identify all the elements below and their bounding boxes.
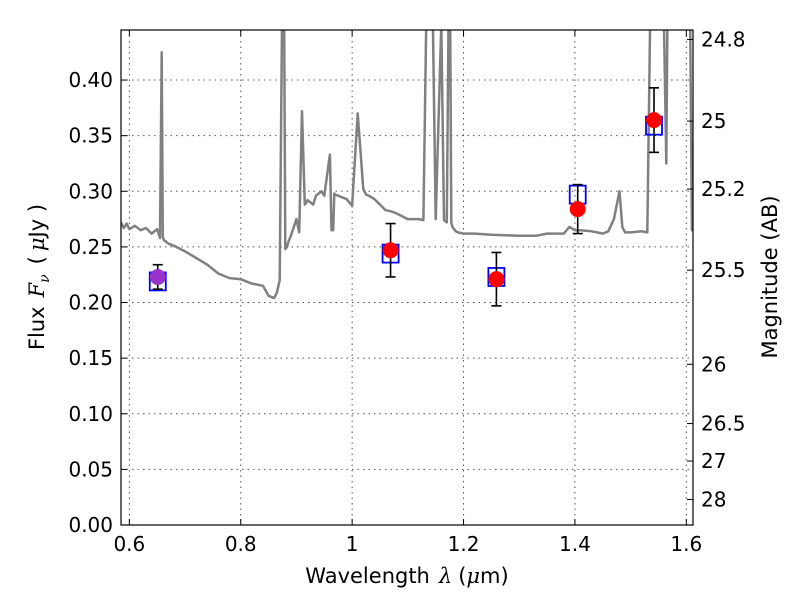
y-axis-title-unit-open: ( bbox=[25, 256, 49, 264]
y-tick-label: 0.25 bbox=[68, 235, 113, 259]
x-tick-label: 1.4 bbox=[559, 532, 591, 556]
y-axis-title: Flux Fν ( μJy ) bbox=[25, 204, 53, 350]
y2-axis-title: Magnitude (AB) bbox=[758, 195, 782, 358]
plot-area-background bbox=[121, 30, 693, 525]
y2-tick-label: 25 bbox=[701, 109, 726, 133]
y2-tick-label: 26.5 bbox=[701, 412, 746, 436]
y2-tick-label: 25.5 bbox=[701, 258, 746, 282]
x-axis-title-unit-rest: m) bbox=[480, 564, 509, 588]
y2-tick-label: 24.8 bbox=[701, 27, 746, 51]
y-axis-title-prefix: Flux bbox=[25, 306, 49, 350]
y-axis-ticks: 0.00 0.05 0.10 0.15 0.20 0.25 0.30 0.35 0.40 bbox=[68, 68, 127, 537]
x-axis-ticks: 0.6 0.8 1 1.2 1.4 1.6 bbox=[113, 30, 702, 556]
observed-photometry-point bbox=[569, 201, 586, 218]
y-tick-label: 0.40 bbox=[68, 68, 113, 92]
observed-photometry-point bbox=[382, 242, 399, 259]
x-tick-label: 1 bbox=[346, 532, 359, 556]
x-axis-title: Wavelength λ (μm) bbox=[305, 564, 508, 588]
x-axis-title-prefix: Wavelength bbox=[305, 564, 430, 588]
y-tick-label: 0.30 bbox=[68, 179, 113, 203]
y-tick-label: 0.35 bbox=[68, 124, 113, 148]
y-tick-label: 0.20 bbox=[68, 291, 113, 315]
photometry-layer bbox=[148, 87, 663, 307]
y-tick-label: 0.00 bbox=[68, 513, 113, 537]
y-axis-title-subscript: ν bbox=[37, 274, 53, 283]
spectrum-layer bbox=[121, 30, 693, 300]
y2-tick-label: 28 bbox=[701, 488, 726, 512]
y2-tick-label: 26 bbox=[701, 352, 726, 376]
y-tick-label: 0.15 bbox=[68, 346, 113, 370]
model-spectrum-line bbox=[121, 30, 693, 300]
x-tick-label: 1.2 bbox=[448, 532, 480, 556]
y-tick-label: 0.10 bbox=[68, 402, 113, 426]
x-tick-label: 0.8 bbox=[225, 532, 257, 556]
observed-photometry-point bbox=[149, 268, 166, 285]
y-axis-title-unit-rest: Jy ) bbox=[25, 204, 49, 240]
x-tick-label: 1.6 bbox=[670, 532, 702, 556]
x-axis-title-unit-open: ( bbox=[458, 564, 466, 588]
x-tick-label: 0.6 bbox=[113, 532, 145, 556]
y2-axis-ticks: 24.8 25 25.2 25.5 26 26.5 27 28 bbox=[687, 27, 746, 512]
observed-photometry-point bbox=[488, 271, 505, 288]
y2-tick-label: 27 bbox=[701, 449, 726, 473]
y-axis-title-symbol: F bbox=[25, 281, 49, 298]
y-tick-label: 0.05 bbox=[68, 457, 113, 481]
y-axis-title-unit-mu: μ bbox=[25, 237, 49, 251]
y2-tick-label: 25.2 bbox=[701, 177, 746, 201]
x-axis-title-symbol: λ bbox=[438, 564, 452, 588]
observed-photometry-point bbox=[646, 112, 663, 129]
plot-frame bbox=[120, 29, 694, 526]
x-axis-title-unit-mu: μ bbox=[466, 564, 480, 588]
